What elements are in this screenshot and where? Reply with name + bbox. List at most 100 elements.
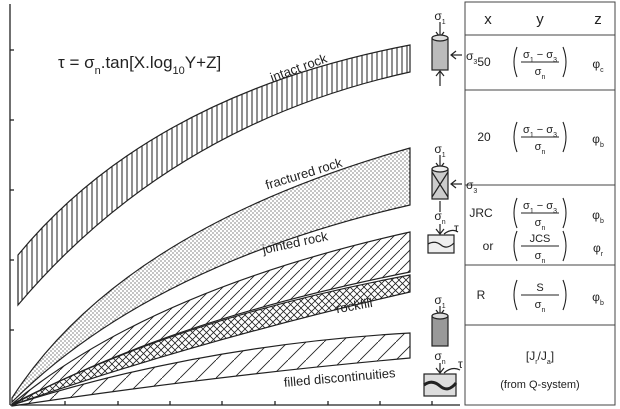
subscript: r — [601, 251, 604, 258]
subscript: 1 — [530, 208, 534, 215]
text-run: τ — [454, 221, 459, 235]
text-run: σ — [434, 293, 442, 307]
subscript: b — [600, 142, 604, 149]
parenthesis — [562, 230, 567, 262]
axes — [9, 4, 460, 406]
text-run: σ — [523, 49, 530, 61]
stress-label: σn — [434, 349, 445, 366]
numerator: S — [536, 282, 543, 294]
subscript: n — [541, 74, 545, 81]
parenthesis — [513, 279, 518, 311]
denominator: σn — [535, 66, 546, 81]
subscript: 1 — [442, 19, 446, 26]
text-run: − σ — [534, 124, 554, 136]
table-frame — [464, 1, 616, 406]
stress-label: σ1 — [434, 142, 445, 159]
text-run: σ — [535, 299, 542, 311]
q-note: (from Q-system) — [500, 379, 579, 391]
subscript: n — [541, 258, 545, 265]
stress-label: σ1 — [434, 293, 445, 310]
subscript: r — [535, 359, 538, 366]
text-run: φ — [592, 57, 600, 71]
parenthesis — [513, 121, 518, 153]
text-run: ] — [551, 349, 554, 363]
subscript: 10 — [173, 65, 185, 77]
text-run: σ — [434, 9, 442, 23]
text-run: σ — [535, 66, 542, 78]
subscript: n — [442, 359, 446, 366]
subscript: 3 — [553, 57, 557, 64]
text-run: S — [536, 282, 543, 294]
parenthesis — [562, 46, 567, 78]
denominator: σn — [535, 299, 546, 314]
bands — [11, 44, 411, 407]
row-x: 20 — [477, 130, 491, 144]
text-run: σ — [434, 209, 442, 223]
text-run: φ — [592, 290, 600, 304]
table-header: x — [484, 11, 492, 28]
parenthesis — [513, 46, 518, 78]
text-run: φ — [592, 132, 600, 146]
curve-label: rockfill — [335, 295, 374, 316]
stress-label: σn — [434, 209, 445, 226]
subscript: 1 — [442, 303, 446, 310]
stress-label: τ — [454, 221, 459, 235]
parenthesis — [562, 197, 567, 229]
text-run: φ — [592, 208, 600, 222]
text-run: − σ — [534, 49, 554, 61]
row-z: φb — [592, 208, 604, 225]
row-z: φr — [593, 241, 604, 258]
denominator: σn — [535, 250, 546, 265]
denominator: σn — [535, 217, 546, 232]
row-z: φc — [592, 57, 604, 74]
stress-label: σ1 — [434, 9, 445, 26]
numerator: JCS — [530, 233, 551, 245]
subscript: n — [541, 225, 545, 232]
text-run: σ — [535, 217, 542, 229]
text-run: σ — [523, 124, 530, 136]
parenthesis — [513, 230, 518, 262]
band-fractured — [11, 147, 411, 404]
text-run: Y+Z] — [185, 53, 221, 72]
text-run: JCS — [530, 233, 551, 245]
subscript: n — [541, 307, 545, 314]
subscript: n — [95, 65, 101, 77]
subscript: 3 — [553, 208, 557, 215]
subscript: n — [442, 219, 446, 226]
text-run: − σ — [534, 200, 554, 212]
text-run: σ — [466, 178, 474, 192]
text-run: σ — [466, 49, 474, 63]
row-x: or — [483, 239, 494, 253]
q-ratio: [Jr/Ja] — [526, 349, 554, 366]
subscript: b — [600, 218, 604, 225]
row-x: R — [477, 288, 486, 302]
text-run: σ — [434, 142, 442, 156]
row-z: φb — [592, 132, 604, 149]
text-run: τ = σ — [58, 53, 95, 72]
text-run: [J — [526, 349, 535, 363]
stress-label: τ — [458, 357, 463, 371]
subscript: 1 — [530, 132, 534, 139]
subscript: n — [541, 149, 545, 156]
subscript: c — [600, 67, 604, 74]
stress-label: σ3 — [466, 178, 477, 195]
band-rockfill — [11, 274, 411, 406]
subscript: 1 — [442, 152, 446, 159]
subscript: 3 — [473, 59, 477, 66]
band-intact — [17, 44, 411, 307]
text-run: .tan[X.log — [101, 53, 173, 72]
text-run: σ — [535, 250, 542, 262]
row-x: 50 — [477, 55, 491, 69]
denominator: σn — [535, 141, 546, 156]
text-run: /J — [538, 349, 547, 363]
subscript: 1 — [530, 57, 534, 64]
text-run: τ — [458, 357, 463, 371]
subscript: 3 — [553, 132, 557, 139]
subscript: 3 — [473, 188, 477, 195]
numerator: σ1 − σ3 — [523, 124, 557, 139]
row-x: JRC — [469, 206, 493, 220]
numerator: σ1 − σ3 — [523, 200, 557, 215]
icons — [423, 22, 462, 397]
subscript: a — [547, 359, 551, 366]
